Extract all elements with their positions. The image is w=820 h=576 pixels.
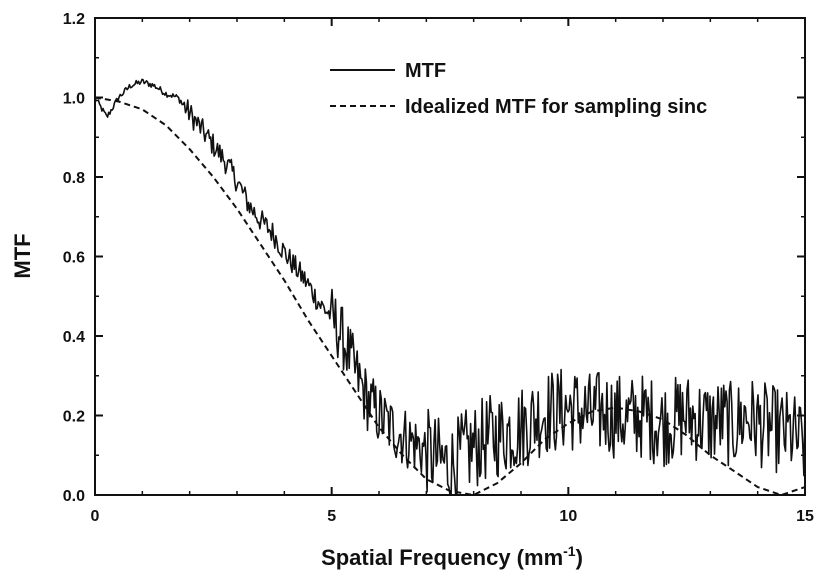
y-tick-label: 1.0 [63, 91, 85, 108]
x-tick-label: 15 [796, 508, 814, 525]
y-axis-title: MTF [10, 233, 35, 278]
series-line-idealized [94, 96, 806, 496]
y-axis: 0.0 0.2 0.4 0.6 0.8 1.0 1.2 [63, 11, 805, 505]
series-line-mtf [94, 78, 806, 496]
y-tick-label: 0.4 [63, 329, 85, 346]
y-tick-label: 0.8 [63, 170, 85, 187]
series-layer [94, 78, 806, 496]
y-tick-label: 0.2 [63, 409, 85, 426]
y-tick-label: 1.2 [63, 11, 85, 28]
y-tick-label: 0.0 [63, 488, 85, 505]
legend: MTF Idealized MTF for sampling sinc [330, 60, 707, 118]
legend-label-mtf: MTF [405, 60, 446, 82]
x-tick-label: 10 [559, 508, 577, 525]
x-tick-label: 0 [91, 508, 100, 525]
x-axis: 0 5 10 15 [91, 18, 814, 525]
legend-label-idealized: Idealized MTF for sampling sinc [405, 96, 707, 118]
x-axis-title: Spatial Frequency (mm-1) [321, 543, 583, 570]
y-tick-label: 0.6 [63, 250, 85, 267]
x-tick-label: 5 [327, 508, 336, 525]
